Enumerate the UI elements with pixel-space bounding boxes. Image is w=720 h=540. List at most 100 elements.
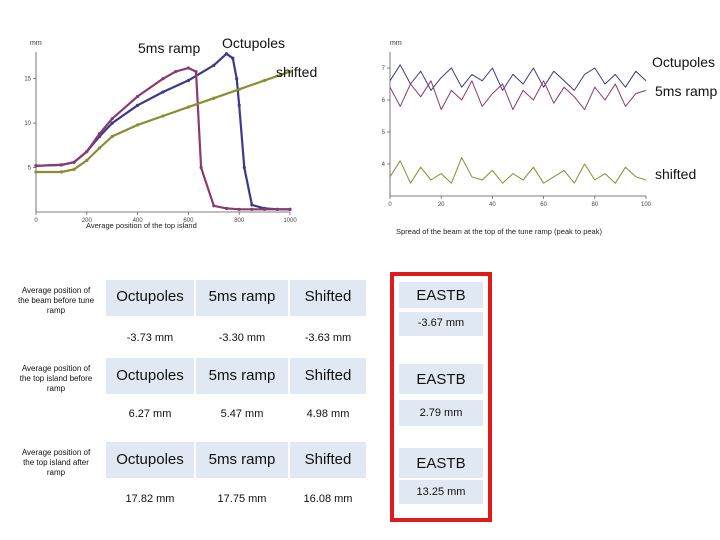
left-series-point [59, 170, 64, 174]
right-y-tick-label: 4 [382, 162, 386, 168]
left-y-tick-label: 15 [24, 77, 31, 83]
right-series-line-2 [389, 157, 647, 184]
header-5ms-ramp: 5ms ramp [208, 367, 276, 384]
cell-bg [106, 358, 194, 394]
left-series-point [136, 94, 140, 99]
left-series-point [34, 164, 38, 168]
left-series-point [97, 146, 102, 150]
left-series-point [110, 134, 114, 139]
left-series-point [237, 103, 241, 107]
left-series-point [212, 96, 216, 100]
left-series-point [186, 78, 190, 83]
value-shifted: 16.08 mm [303, 493, 353, 505]
header-octupoles: Octupoles [116, 367, 184, 384]
value-eastb: 13.25 mm [416, 486, 466, 498]
row-label-top-island-before-ramp: Average position of the top island befor… [19, 364, 93, 393]
right-series-line-0 [389, 64, 647, 91]
left-series-point [186, 105, 190, 109]
cell-bg [196, 442, 288, 478]
left-series-point [250, 207, 254, 211]
left-chart-series [34, 52, 292, 211]
value-shifted: 4.98 mm [306, 408, 350, 420]
left-chart-axes: 0 200 400 600 800 1000 15 10 5 [24, 52, 297, 224]
right-chart: 0 20 40 60 80 100 7 6 5 4 [382, 52, 652, 208]
left-series-line-1 [35, 66, 290, 211]
left-x-tick-label: 400 [133, 218, 144, 224]
left-chart: 0 200 400 600 800 1000 15 10 5 [24, 52, 297, 224]
right-chart-unit: mm [390, 40, 402, 47]
left-series-point [237, 207, 241, 211]
cell-bg [106, 280, 194, 316]
left-annotation-5ms-ramp: 5ms ramp [138, 40, 201, 56]
right-y-tick-label: 5 [382, 130, 386, 136]
left-series-point [242, 165, 246, 170]
right-x-tick-label: 80 [591, 202, 598, 208]
left-series-point [231, 56, 235, 60]
left-x-tick-label: 1000 [283, 218, 297, 224]
left-series-point [72, 167, 76, 171]
left-series-point [85, 158, 89, 163]
left-series-point [224, 52, 229, 56]
right-chart-series [389, 64, 647, 184]
header-shifted: Shifted [304, 288, 352, 305]
left-series-point [110, 117, 114, 121]
left-series-point [97, 132, 102, 136]
row-label-top-island-after-ramp: Average position of the top island after… [21, 448, 91, 477]
header-eastb: EASTB [416, 287, 466, 304]
header-eastb: EASTB [416, 455, 466, 472]
header-octupoles: Octupoles [116, 288, 184, 305]
left-annotation-octupoles: Octupoles [222, 35, 286, 51]
right-series-line-1 [389, 80, 647, 111]
left-series-point [212, 204, 216, 208]
cell-bg [399, 312, 483, 336]
value-5ms-ramp: -3.30 mm [218, 332, 266, 344]
eastb-highlight-box [390, 272, 492, 522]
header-shifted: Shifted [304, 367, 352, 384]
left-series-point [59, 163, 64, 167]
left-series-point [237, 87, 241, 91]
right-y-tick-label: 7 [382, 66, 386, 72]
header-eastb: EASTB [416, 371, 466, 388]
left-series-point [194, 69, 198, 74]
cell-bg [196, 358, 288, 394]
left-series-point [110, 121, 114, 125]
left-series-point [263, 78, 267, 83]
cell-bg [196, 280, 288, 316]
cell-bg [399, 448, 483, 478]
left-series-point [224, 206, 229, 211]
left-chart-caption: Average position of the top island [86, 221, 197, 230]
left-series-point [174, 69, 178, 74]
header-5ms-ramp: 5ms ramp [208, 288, 276, 305]
value-octupoles: 6.27 mm [128, 408, 172, 420]
value-eastb: -3.67 mm [417, 317, 465, 329]
left-series-point [72, 160, 76, 164]
left-series-line-2 [36, 70, 291, 174]
header-octupoles: Octupoles [116, 451, 184, 468]
cell-bg [399, 400, 483, 426]
right-annotation-octupoles: Octupoles [652, 54, 716, 70]
left-x-tick-label: 200 [82, 218, 93, 224]
right-x-tick-label: 60 [540, 202, 547, 208]
right-annotation-shifted: shifted [655, 166, 697, 182]
left-y-tick-label: 5 [28, 166, 32, 172]
right-annotation-5ms-ramp: 5ms ramp [655, 83, 718, 99]
value-5ms-ramp: 17.75 mm [217, 493, 267, 505]
header-5ms-ramp: 5ms ramp [208, 451, 276, 468]
cell-bg [290, 280, 366, 316]
right-chart-caption: Spread of the beam at the top of the tun… [396, 227, 602, 236]
left-series-point [136, 103, 140, 107]
left-series-point [85, 149, 89, 154]
value-octupoles: -3.73 mm [126, 332, 174, 344]
right-x-tick-label: 20 [438, 202, 445, 208]
left-series-point [136, 123, 140, 127]
left-series-point [288, 69, 292, 74]
cell-bg [399, 480, 483, 504]
left-series-point [288, 207, 292, 211]
right-x-tick-label: 40 [489, 202, 496, 208]
left-series-point [34, 170, 38, 174]
right-y-tick-label: 6 [382, 98, 386, 104]
value-5ms-ramp: 5.47 mm [220, 408, 264, 420]
cell-bg [290, 358, 366, 394]
left-chart-unit: mm [30, 40, 42, 47]
value-eastb: 2.79 mm [419, 407, 463, 419]
